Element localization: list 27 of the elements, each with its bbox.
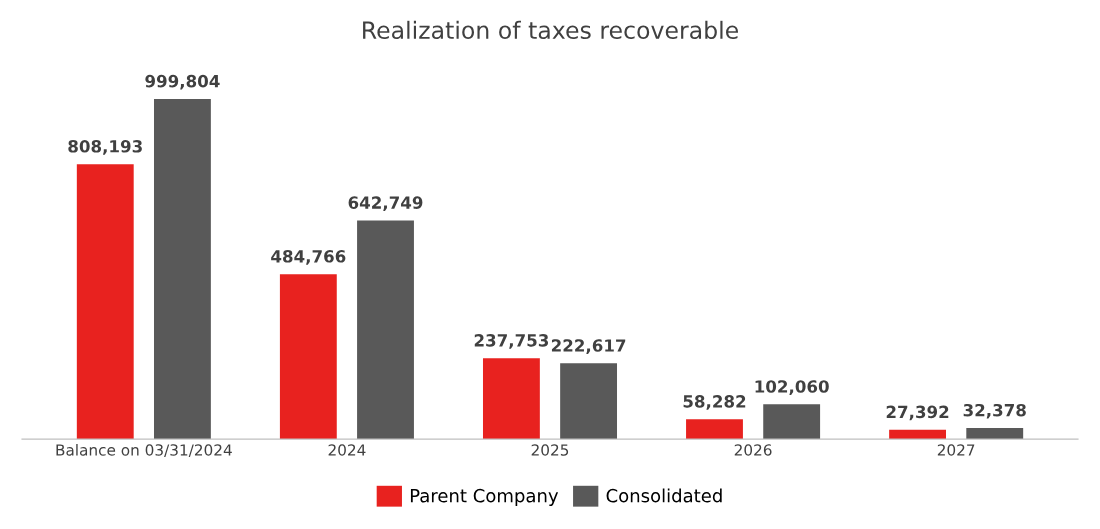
- bar: [76, 164, 134, 440]
- data-label: 484,766: [271, 250, 346, 265]
- bar: [357, 220, 414, 440]
- data-label: 102,060: [755, 380, 829, 395]
- data-label: 27,392: [886, 405, 949, 421]
- data-label: 58,282: [683, 395, 746, 410]
- x-tick-label: 2025: [531, 444, 569, 456]
- bar: [686, 419, 743, 440]
- data-label: 808,193: [68, 140, 142, 155]
- legend-label: Consolidated: [606, 488, 722, 503]
- bar: [154, 99, 211, 440]
- data-label: 642,749: [348, 196, 423, 212]
- x-tick-label: 2027: [937, 444, 975, 456]
- x-tick-label: 2024: [328, 444, 366, 456]
- x-tick-label: 2026: [734, 444, 772, 456]
- data-label: 237,753: [474, 334, 549, 349]
- bar: [279, 274, 337, 440]
- bar: [966, 428, 1024, 440]
- data-label: 999,804: [145, 74, 220, 90]
- bar: [560, 363, 618, 440]
- bar: [763, 404, 821, 440]
- data-label: 32,378: [963, 403, 1026, 419]
- legend-label: Parent Company: [410, 488, 559, 506]
- chart-title: Realization of taxes recoverable: [363, 20, 738, 40]
- data-label: 222,617: [551, 339, 626, 354]
- bar: [482, 358, 540, 440]
- x-tick-label: Balance on 03/31/2024: [56, 443, 232, 457]
